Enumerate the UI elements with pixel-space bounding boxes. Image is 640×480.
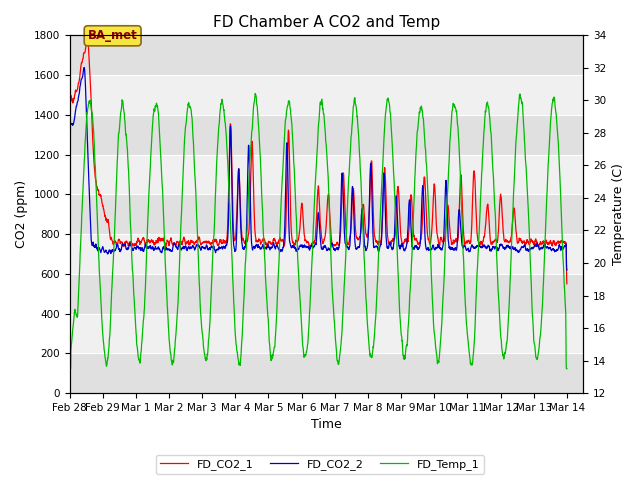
- FD_Temp_1: [252, 91, 259, 96]
- FD_Temp_1: [519, 113, 527, 119]
- FD_CO2_2: [343, 243, 351, 249]
- FD_CO2_1: [519, 239, 527, 244]
- Bar: [70, 353, 584, 393]
- FD_CO2_1: [463, 238, 470, 244]
- Bar: [70, 75, 584, 115]
- Bar: [70, 155, 584, 194]
- FD_CO2_2: [332, 246, 340, 252]
- FD_CO2_2: [205, 246, 212, 252]
- FD_Temp_1: [66, 366, 74, 372]
- Y-axis label: Temperature (C): Temperature (C): [612, 163, 625, 265]
- FD_CO2_2: [80, 65, 88, 71]
- FD_CO2_2: [563, 267, 571, 273]
- FD_Temp_1: [204, 343, 212, 349]
- FD_Temp_1: [343, 210, 351, 216]
- FD_CO2_1: [563, 281, 571, 287]
- FD_CO2_1: [83, 36, 91, 42]
- FD_CO2_2: [563, 267, 570, 273]
- FD_Temp_1: [463, 321, 470, 327]
- FD_Temp_1: [563, 366, 571, 372]
- Text: BA_met: BA_met: [88, 29, 138, 42]
- Line: FD_Temp_1: FD_Temp_1: [70, 94, 567, 369]
- Bar: [70, 313, 584, 353]
- Bar: [70, 274, 584, 313]
- FD_CO2_1: [332, 242, 340, 248]
- FD_CO2_2: [519, 244, 527, 250]
- FD_Temp_1: [533, 357, 541, 362]
- Legend: FD_CO2_1, FD_CO2_2, FD_Temp_1: FD_CO2_1, FD_CO2_2, FD_Temp_1: [156, 455, 484, 474]
- FD_Temp_1: [332, 346, 340, 351]
- FD_CO2_1: [205, 239, 212, 244]
- Bar: [70, 36, 584, 75]
- FD_CO2_1: [66, 247, 74, 253]
- FD_CO2_2: [463, 247, 470, 253]
- FD_CO2_1: [533, 240, 541, 246]
- Line: FD_CO2_1: FD_CO2_1: [70, 39, 567, 284]
- FD_CO2_2: [533, 242, 541, 248]
- Bar: [70, 194, 584, 234]
- Title: FD Chamber A CO2 and Temp: FD Chamber A CO2 and Temp: [213, 15, 440, 30]
- Y-axis label: CO2 (ppm): CO2 (ppm): [15, 180, 28, 248]
- Bar: [70, 115, 584, 155]
- FD_CO2_1: [343, 240, 351, 245]
- Line: FD_CO2_2: FD_CO2_2: [70, 68, 567, 270]
- FD_CO2_2: [66, 255, 74, 261]
- X-axis label: Time: Time: [311, 419, 342, 432]
- Bar: [70, 234, 584, 274]
